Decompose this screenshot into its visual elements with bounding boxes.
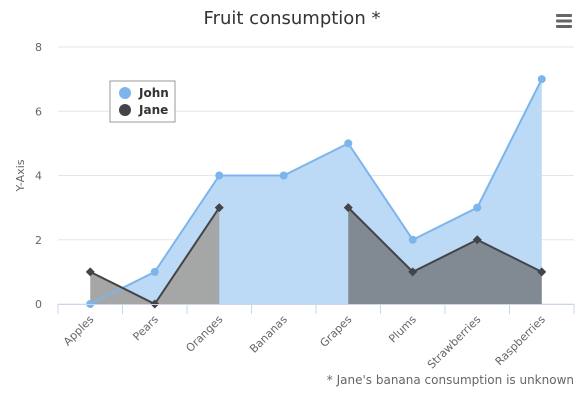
x-tick-label: Raspberries: [493, 313, 548, 368]
point-jane[interactable]: [343, 203, 353, 213]
point-john[interactable]: [537, 75, 546, 84]
legend-marker-john: [119, 87, 131, 99]
x-tick-label: Plums: [386, 313, 419, 346]
legend: John Jane: [109, 80, 176, 123]
legend-marker-jane: [119, 104, 131, 116]
x-tick-labels: Apples Pears Oranges Bananas Grapes Plums Stra…: [61, 313, 548, 372]
area-jane: [90, 207, 220, 304]
y-tick-label: 0: [35, 298, 42, 311]
chart-credit-note: * Jane's banana consumption is unknown: [327, 373, 574, 387]
y-tick-label: 4: [35, 170, 42, 183]
point-jane[interactable]: [214, 203, 224, 213]
legend-item-john[interactable]: John: [119, 86, 169, 100]
y-tick-label: 2: [35, 234, 42, 247]
x-tick-label: Oranges: [183, 313, 225, 355]
x-axis: [57, 304, 575, 314]
y-tick-label: 6: [35, 105, 42, 118]
point-john[interactable]: [344, 139, 353, 148]
series-markers: [85, 75, 547, 309]
point-jane[interactable]: [85, 267, 95, 277]
point-jane[interactable]: [408, 267, 418, 277]
point-jane[interactable]: [472, 235, 482, 245]
x-tick-label: Pears: [130, 313, 161, 344]
menu-icon[interactable]: [550, 8, 576, 32]
x-tick-label: Apples: [61, 313, 97, 349]
legend-label-john: John: [138, 86, 169, 100]
point-john[interactable]: [215, 171, 224, 180]
point-john[interactable]: [473, 203, 482, 212]
y-axis-title: Y-Axis: [14, 159, 27, 192]
point-john[interactable]: [150, 267, 159, 276]
point-john[interactable]: [279, 171, 288, 180]
line-jane: [347, 206, 543, 273]
chart-title: Fruit consumption *: [204, 8, 381, 29]
point-john[interactable]: [408, 235, 417, 244]
point-jane[interactable]: [537, 267, 547, 277]
x-tick-label: Grapes: [317, 313, 354, 350]
legend-item-jane[interactable]: Jane: [119, 103, 168, 117]
legend-label-jane: Jane: [138, 103, 168, 117]
line-john: [89, 78, 543, 305]
x-tick-label: Bananas: [247, 313, 290, 356]
y-tick-labels: 0 2 4 6 8: [35, 41, 42, 311]
x-tick-label: Strawberries: [425, 313, 484, 372]
y-tick-label: 8: [35, 41, 42, 54]
